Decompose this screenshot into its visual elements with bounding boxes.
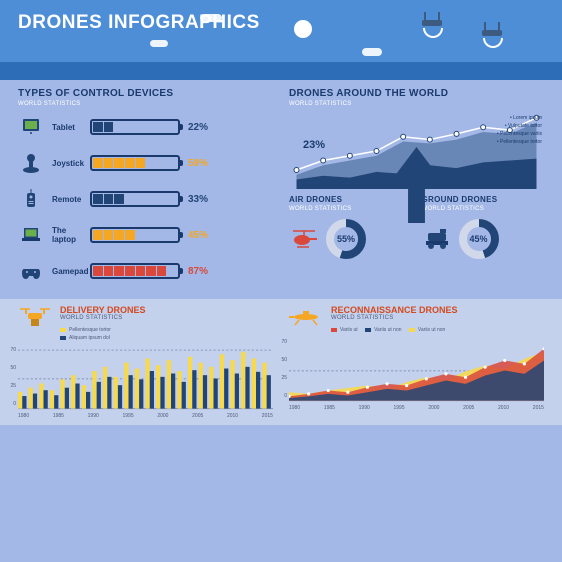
drone-icon	[482, 30, 502, 36]
signal-icon	[483, 38, 503, 48]
rover-icon	[422, 227, 452, 251]
control-pct: 22%	[188, 122, 208, 133]
header-banner: DRONES INFOGRAPHICS	[0, 0, 562, 80]
laptop-icon	[18, 224, 44, 246]
arrow-up-icon	[289, 147, 544, 223]
cloud-icon	[150, 40, 168, 47]
recon-section: RECONNAISSANCE DRONES WORLD STATISTICS V…	[289, 305, 544, 417]
ground-pct: 45%	[469, 234, 487, 244]
recon-subtitle: WORLD STATISTICS	[331, 315, 544, 321]
helicopter-icon	[289, 227, 319, 251]
remote-icon	[18, 188, 44, 210]
legend-item: • Lorem ipsum	[510, 115, 542, 121]
sun-icon	[294, 20, 312, 38]
control-row-tablet: Tablet 22%	[18, 113, 273, 141]
battery-gauge	[90, 227, 180, 243]
delivery-drone-icon	[18, 305, 52, 329]
delivery-title: DELIVERY DRONES	[60, 305, 273, 315]
delivery-bar-chart: 7050250 19801985199019952000200520102015	[18, 347, 273, 417]
ground-donut-chart: 45%	[458, 218, 500, 260]
delivery-legend: Pellentesque tortor Aliquam ipsum dol	[60, 327, 273, 343]
legend-item: • Pellentesque variis	[497, 131, 542, 137]
battery-gauge	[90, 119, 180, 135]
control-pct: 45%	[188, 230, 208, 241]
recon-drone-icon	[289, 305, 323, 329]
battery-gauge	[90, 191, 180, 207]
world-section: DRONES AROUND THE WORLD WORLD STATISTICS…	[289, 88, 544, 189]
controls-section: TYPES OF CONTROL DEVICES WORLD STATISTIC…	[18, 88, 273, 293]
control-label: The laptop	[52, 226, 90, 244]
joystick-icon	[18, 152, 44, 174]
cloud-icon	[362, 48, 382, 56]
world-title: DRONES AROUND THE WORLD	[289, 88, 544, 99]
control-pct: 33%	[188, 194, 208, 205]
control-row-joystick: Joystick 59%	[18, 149, 273, 177]
control-label: Remote	[52, 195, 90, 204]
legend-item: • Vulputate tortor	[505, 123, 542, 129]
battery-gauge	[90, 155, 180, 171]
control-row-laptop: The laptop 45%	[18, 221, 273, 249]
controls-title: TYPES OF CONTROL DEVICES	[18, 88, 273, 99]
gamepad-icon	[18, 260, 44, 282]
world-subtitle: WORLD STATISTICS	[289, 101, 544, 107]
air-pct: 55%	[337, 234, 355, 244]
tablet-icon	[18, 116, 44, 138]
controls-subtitle: WORLD STATISTICS	[18, 101, 273, 107]
recon-legend: Variis ut Variis ut non Variis ut non	[331, 327, 544, 335]
battery-gauge	[90, 263, 180, 279]
drone-icon	[422, 20, 442, 26]
control-label: Joystick	[52, 159, 90, 168]
control-row-remote: Remote 33%	[18, 185, 273, 213]
recon-title: RECONNAISSANCE DRONES	[331, 305, 544, 315]
control-row-gamepad: Gamepad 87%	[18, 257, 273, 285]
control-label: Tablet	[52, 123, 90, 132]
legend-item: • Pellentesque tortor	[497, 139, 542, 145]
delivery-section: DELIVERY DRONES WORLD STATISTICS Pellent…	[18, 305, 273, 417]
control-pct: 59%	[188, 158, 208, 169]
recon-area-chart: 7050250 19801985199019952000200520102015	[289, 339, 544, 409]
world-area-chart: • Lorem ipsum • Vulputate tortor • Pelle…	[289, 113, 544, 189]
signal-icon	[423, 28, 443, 38]
skyline	[0, 62, 562, 80]
delivery-subtitle: WORLD STATISTICS	[60, 315, 273, 321]
control-label: Gamepad	[52, 267, 90, 276]
air-donut-chart: 55%	[325, 218, 367, 260]
control-pct: 87%	[188, 266, 208, 277]
page-title: DRONES INFOGRAPHICS	[18, 12, 544, 34]
cloud-icon	[200, 14, 222, 22]
